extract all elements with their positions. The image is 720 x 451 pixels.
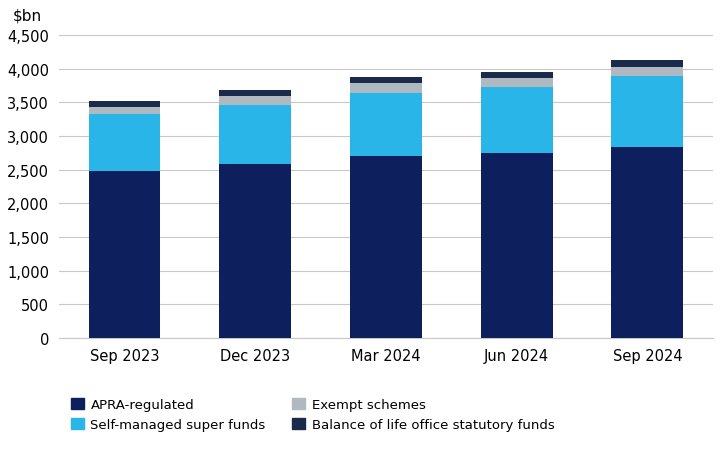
Bar	[89, 101, 161, 107]
Bar	[89, 115, 161, 171]
Bar	[481, 154, 552, 338]
Bar	[611, 77, 683, 147]
Bar	[481, 73, 552, 78]
Bar	[220, 91, 291, 97]
Bar	[220, 97, 291, 106]
Bar	[350, 78, 422, 84]
Bar	[220, 164, 291, 338]
Bar	[481, 78, 552, 88]
Bar	[611, 68, 683, 77]
Bar	[89, 171, 161, 338]
Bar	[350, 94, 422, 157]
Bar	[220, 106, 291, 164]
Bar	[350, 157, 422, 338]
Bar	[481, 88, 552, 154]
Bar	[611, 147, 683, 338]
Text: $bn: $bn	[13, 9, 42, 24]
Bar	[350, 84, 422, 94]
Bar	[611, 61, 683, 68]
Legend: APRA-regulated, Self-managed super funds, Exempt schemes, Balance of life office: APRA-regulated, Self-managed super funds…	[66, 393, 560, 436]
Bar	[89, 107, 161, 115]
